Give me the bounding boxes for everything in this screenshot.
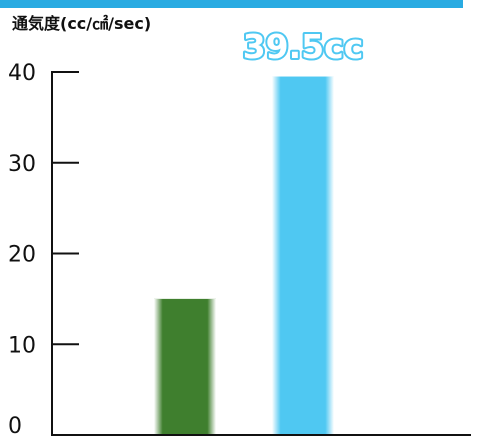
y-tick-label: 20 (8, 243, 36, 268)
bar-2-value-label: 39.5cc (243, 27, 364, 66)
y-tick-label: 40 (8, 61, 36, 86)
top-accent-bar (0, 0, 463, 8)
bars (154, 76, 334, 435)
y-axis-ticks: 0 10 20 30 40 (8, 61, 79, 439)
bar-2-edge-fade (272, 76, 334, 435)
data-labels: 39.5cc (241, 25, 366, 68)
y-axis-unit-label: 通気度(cc/㎠/sec) (12, 14, 151, 33)
y-tick-label: 10 (8, 333, 36, 358)
y-tick-label: 0 (8, 414, 22, 439)
bar-1-edge-fade (154, 298, 216, 435)
y-tick-label: 30 (8, 152, 36, 177)
